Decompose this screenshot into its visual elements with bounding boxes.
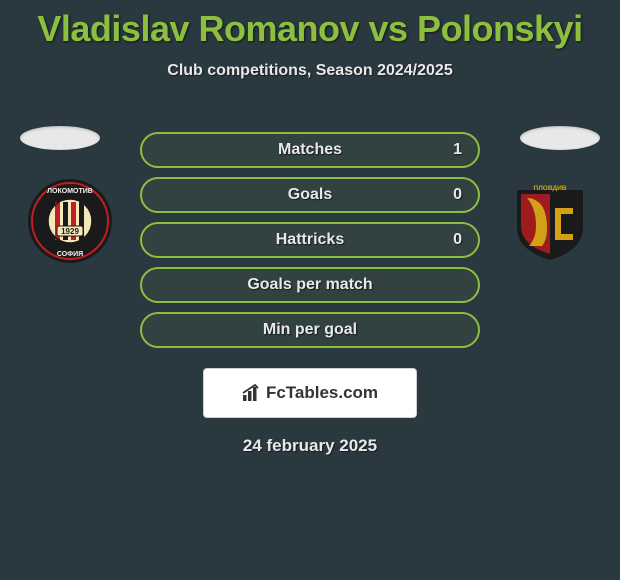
page-title: Vladislav Romanov vs Polonskyi (0, 0, 620, 50)
stat-row-mpg: Min per goal (140, 312, 480, 348)
svg-text:СОФИЯ: СОФИЯ (57, 251, 83, 258)
subtitle: Club competitions, Season 2024/2025 (0, 62, 620, 80)
club-logo-right: ПЛОВДИВ (507, 178, 593, 264)
svg-text:ЛОКОМОТИВ: ЛОКОМОТИВ (47, 188, 93, 195)
stat-label: Hattricks (276, 231, 344, 249)
site-logo-text: FcTables.com (266, 383, 378, 403)
stat-value-right: 1 (453, 141, 462, 159)
svg-text:ПЛОВДИВ: ПЛОВДИВ (534, 185, 567, 192)
player-photo-left (20, 126, 100, 150)
stat-row-hattricks: Hattricks 0 (140, 222, 480, 258)
date-text: 24 february 2025 (0, 436, 620, 456)
site-logo-box: FcTables.com (203, 368, 417, 418)
stats-list: Matches 1 Goals 0 Hattricks 0 Goals per … (140, 132, 480, 348)
svg-text:1929: 1929 (61, 227, 79, 236)
stat-value-right: 0 (453, 186, 462, 204)
stat-row-goals: Goals 0 (140, 177, 480, 213)
stat-label: Min per goal (263, 321, 357, 339)
stat-row-gpm: Goals per match (140, 267, 480, 303)
stat-value-right: 0 (453, 231, 462, 249)
stat-label: Goals (288, 186, 332, 204)
stat-label: Matches (278, 141, 342, 159)
stat-row-matches: Matches 1 (140, 132, 480, 168)
player-photo-right (520, 126, 600, 150)
site-logo: FcTables.com (242, 383, 378, 403)
stat-label: Goals per match (247, 276, 372, 294)
club-logo-left: ЛОКОМОТИВ СОФИЯ 1929 (27, 178, 113, 264)
chart-icon (242, 384, 262, 402)
